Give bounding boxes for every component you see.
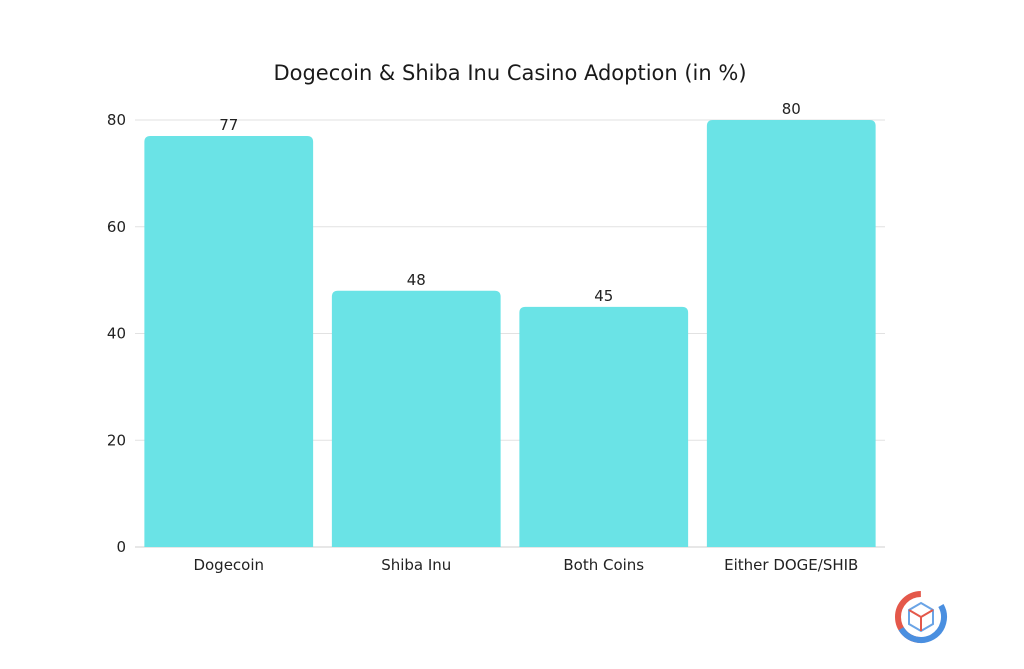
bar-value-label: 48 <box>407 271 426 289</box>
bar <box>706 120 876 547</box>
data-labels: 77 48 45 80 <box>219 100 801 305</box>
bar <box>331 290 501 547</box>
y-tick-label: 20 <box>107 431 126 449</box>
y-tick-label: 0 <box>116 538 126 556</box>
chart-title: Dogecoin & Shiba Inu Casino Adoption (in… <box>273 61 746 85</box>
x-category-label: Both Coins <box>563 556 644 574</box>
bars <box>144 120 876 547</box>
bar-value-label: 80 <box>782 100 801 118</box>
cube-logo-icon <box>895 591 947 643</box>
bar-value-label: 45 <box>594 287 613 305</box>
x-category-label: Either DOGE/SHIB <box>724 556 858 574</box>
bar <box>519 306 689 547</box>
x-axis-categories: Dogecoin Shiba Inu Both Coins Either DOGE/S… <box>193 556 858 574</box>
y-tick-label: 40 <box>107 325 126 343</box>
x-category-label: Dogecoin <box>193 556 264 574</box>
bar <box>144 136 314 547</box>
y-axis-ticks: 0 20 40 60 80 <box>107 111 126 556</box>
y-tick-label: 80 <box>107 111 126 129</box>
y-tick-label: 60 <box>107 218 126 236</box>
bar-value-label: 77 <box>219 116 238 134</box>
x-category-label: Shiba Inu <box>381 556 451 574</box>
